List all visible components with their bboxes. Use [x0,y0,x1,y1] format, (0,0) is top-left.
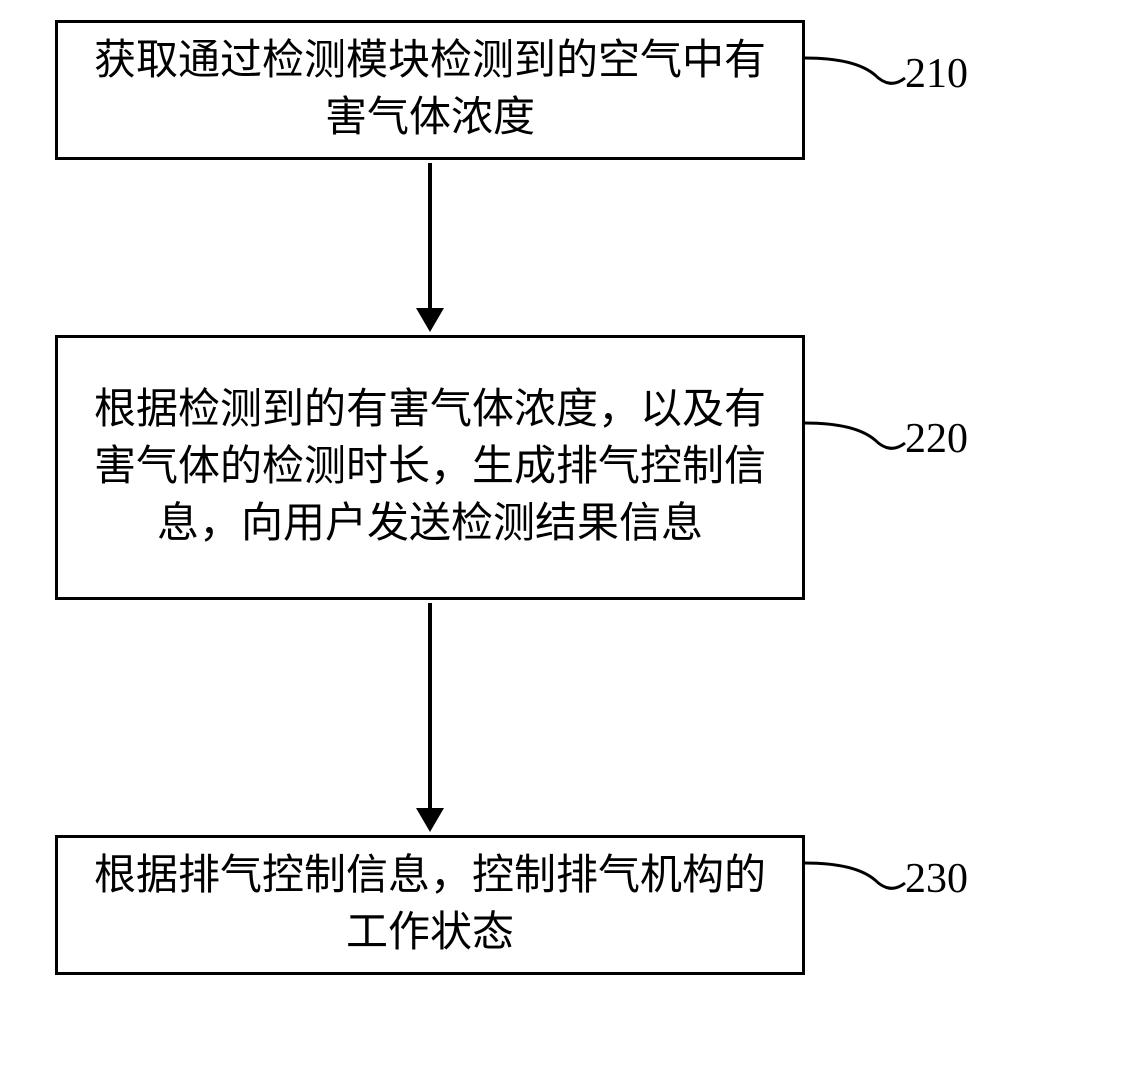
arrow-line-2 [428,603,432,811]
step-220-text: 根据检测到的有害气体浓度，以及有害气体的检测时长，生成排气控制信息，向用户发送检… [78,382,782,552]
arrow-head-1 [416,308,444,332]
step-230-label: 230 [905,855,968,903]
step-210-text: 获取通过检测模块检测到的空气中有害气体浓度 [78,33,782,146]
arrow-line-1 [428,163,432,311]
connector-curve-230 [805,850,910,905]
step-210-box: 获取通过检测模块检测到的空气中有害气体浓度 [55,20,805,160]
flowchart-container: 获取通过检测模块检测到的空气中有害气体浓度 210 根据检测到的有害气体浓度，以… [0,0,1131,1082]
step-230-text: 根据排气控制信息，控制排气机构的工作状态 [78,848,782,961]
connector-curve-210 [805,45,910,100]
arrow-head-2 [416,808,444,832]
step-210-label: 210 [905,50,968,98]
connector-curve-220 [805,410,910,465]
step-220-label: 220 [905,415,968,463]
step-220-box: 根据检测到的有害气体浓度，以及有害气体的检测时长，生成排气控制信息，向用户发送检… [55,335,805,600]
step-230-box: 根据排气控制信息，控制排气机构的工作状态 [55,835,805,975]
